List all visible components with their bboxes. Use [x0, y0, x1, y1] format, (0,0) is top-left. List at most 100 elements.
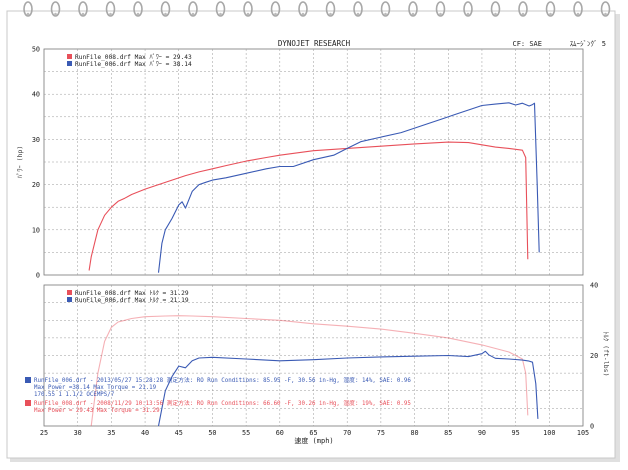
run-info-red-line1: RunFile_008.drf - 2008/11/29 10:13:56 測定…	[34, 399, 411, 407]
torque-y-tick-label: 40	[590, 282, 598, 290]
speed-x-tick-label: 65	[309, 429, 317, 437]
run-info-blue-line3: 170.55 1 1.1/2 OCEMPS/7	[34, 392, 115, 398]
speed-x-axis-label: 速度 (mph)	[294, 436, 333, 445]
speed-x-tick-label: 70	[343, 429, 351, 437]
binder-ring	[215, 1, 226, 17]
binder-ring	[600, 1, 611, 17]
speed-x-tick-label: 40	[141, 429, 149, 437]
speed-x-tick-label: 90	[478, 429, 486, 437]
header-smoothing-label: ｽﾑｰｼﾞﾝｸﾞ 5	[570, 40, 606, 48]
binder-ring	[408, 1, 418, 17]
binder-hole	[301, 12, 305, 16]
binder-ring	[573, 1, 583, 17]
binder-ring	[160, 1, 171, 17]
binder-ring	[545, 1, 556, 17]
torque-y-axis-label: ﾄﾙｸ (ft-lbs)	[602, 332, 610, 377]
series-line-red	[88, 141, 529, 271]
binder-hole	[26, 12, 30, 16]
speed-x-tick-label: 75	[377, 429, 385, 437]
binder-hole	[494, 12, 497, 16]
run-info-swatch-red	[25, 400, 31, 406]
torque-y-tick-label: 0	[590, 423, 594, 431]
binder-hole	[549, 12, 552, 16]
series-line-blue	[157, 350, 539, 427]
binder-ring	[270, 1, 281, 17]
power-y-tick-label: 0	[36, 272, 40, 280]
speed-x-tick-label: 80	[410, 429, 418, 437]
binder-hole	[521, 12, 525, 16]
torque-y-tick-labels: 0 20 40	[590, 282, 598, 431]
binder-hole	[356, 12, 360, 16]
power-gridlines	[44, 49, 583, 275]
power-y-tick-label: 50	[32, 46, 40, 54]
binder-ring	[518, 1, 528, 17]
torque-y-tick-label: 20	[590, 352, 598, 360]
power-legend-entry-blue: RunFile_006.drf Max ﾊﾟﾜｰ = 38.14	[75, 61, 192, 68]
speed-x-tick-label: 55	[242, 429, 250, 437]
speed-x-tick-labels: 25 30 35 40 45 50 55 60 65 70 75 80 85 90 95 100 105	[40, 429, 589, 437]
torque-legend-swatch-red	[67, 290, 72, 295]
binder-ring	[188, 1, 198, 17]
torque-legend: RunFile_008.drf Max ﾄﾙｸ = 31.29 RunFile_…	[67, 290, 189, 304]
binder-hole	[576, 12, 580, 16]
torque-legend-entry-red: RunFile_008.drf Max ﾄﾙｸ = 31.29	[75, 290, 189, 297]
binder-hole	[439, 12, 442, 16]
power-y-tick-label: 20	[32, 181, 40, 189]
binder-hole	[384, 12, 387, 16]
binder-ring	[380, 1, 391, 17]
speed-x-tick-label: 50	[208, 429, 216, 437]
speed-x-tick-label: 100	[543, 429, 555, 437]
series-line-blue	[157, 102, 540, 273]
binder-hole	[81, 12, 85, 16]
speed-x-tick-label: 45	[175, 429, 183, 437]
power-legend-entry-red: RunFile_008.drf Max ﾊﾟﾜｰ = 29.43	[75, 54, 192, 61]
torque-series	[90, 315, 539, 427]
speed-x-tick-label: 25	[40, 429, 48, 437]
binder-ring	[435, 1, 446, 17]
torque-gridlines	[44, 285, 583, 426]
speed-x-tick-label: 95	[512, 429, 520, 437]
binder-rings	[23, 1, 611, 17]
power-y-tick-label: 10	[32, 226, 40, 234]
speed-x-tick-label: 30	[74, 429, 82, 437]
run-info-blue-line2: Max Power =38.14 Max Torque = 21.19	[34, 385, 157, 391]
binder-hole	[246, 12, 250, 16]
torque-legend-entry-blue: RunFile_006.drf Max ﾄﾙｸ = 21.19	[75, 297, 189, 304]
binder-ring	[133, 1, 143, 17]
speed-x-tick-label: 35	[107, 429, 115, 437]
run-info-red-line2: Max Power = 29.43 Max Torque = 31.29	[34, 408, 160, 414]
series-line-red	[90, 315, 529, 427]
binder-ring	[105, 1, 116, 17]
power-legend: RunFile_008.drf Max ﾊﾟﾜｰ = 29.43 RunFile…	[67, 54, 192, 68]
binder-hole	[191, 12, 195, 16]
binder-hole	[136, 12, 140, 16]
torque-panel: 0 20 40 25 30 35 40 45 50 55 60 65 70 75 80 85 90 95 100 1…	[25, 282, 610, 445]
binder-hole	[466, 12, 470, 16]
power-legend-swatch-blue	[67, 61, 72, 66]
run-info-block: RunFile_006.drf - 2013/05/27 15:28:28 測定…	[25, 376, 411, 414]
header-title: DYNOJET RESEARCH	[278, 39, 351, 48]
speed-x-tick-label: 60	[276, 429, 284, 437]
binder-ring	[23, 1, 33, 17]
speed-x-tick-label: 105	[577, 429, 589, 437]
binder-hole	[109, 12, 112, 16]
run-info-blue-line1: RunFile_006.drf - 2013/05/27 15:28:28 測定…	[34, 376, 411, 384]
binder-ring	[325, 1, 336, 17]
binder-ring	[50, 1, 61, 17]
binder-ring	[298, 1, 308, 17]
paper-sheet	[6, 10, 616, 459]
power-y-tick-label: 40	[32, 91, 40, 99]
binder-hole	[219, 12, 222, 16]
speed-x-tick-label: 85	[444, 429, 452, 437]
binder-hole	[604, 12, 607, 16]
binder-hole	[54, 12, 57, 16]
binder-ring	[78, 1, 88, 17]
power-series	[88, 102, 540, 273]
binder-hole	[274, 12, 277, 16]
binder-ring	[353, 1, 363, 17]
binder-ring	[490, 1, 501, 17]
power-legend-swatch-red	[67, 54, 72, 59]
power-panel: 0 10 20 30 40 50 ﾊﾟﾜｰ (hp) RunFile_008.drf Ma…	[16, 46, 584, 280]
binder-hole	[164, 12, 167, 16]
